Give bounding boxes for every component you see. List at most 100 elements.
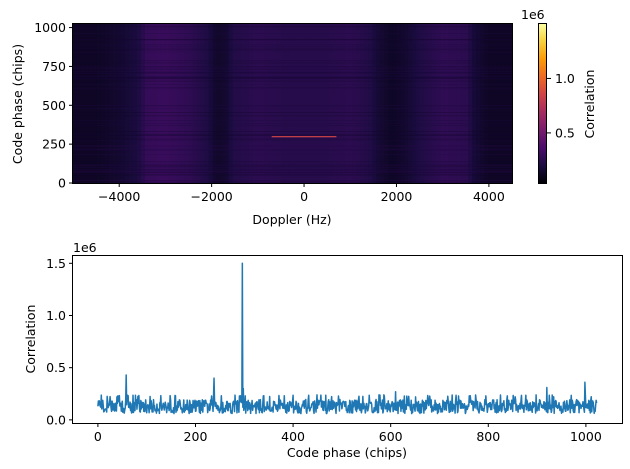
heatmap-cell: [108, 24, 114, 183]
heatmap-cell: [172, 24, 178, 183]
heatmap-noise-row: [73, 166, 512, 167]
heatmap-cell: [328, 24, 334, 183]
heatmap-cell: [308, 24, 314, 183]
heatmap-noise-row: [73, 60, 512, 62]
colorbar: 0.5 1.0 1e6 Correlation: [521, 7, 597, 184]
heatmap-cell: [504, 24, 509, 183]
heatmap-noise-row: [73, 174, 512, 176]
line-x-tick-label: 0: [94, 429, 102, 444]
heatmap-noise-row: [73, 180, 512, 182]
heatmap-cell: [256, 24, 262, 183]
heatmap-cell: [468, 24, 473, 183]
line-panel: 1e6 0 200 400 600 800 1000 0.0 0.5 1.0 1.5 Code …: [23, 240, 623, 460]
heatmap-noise-row: [73, 69, 512, 70]
heatmap-noise-row: [73, 172, 512, 173]
heatmap-cell: [148, 24, 154, 183]
heatmap-cell: [452, 24, 457, 183]
heatmap-cell: [340, 24, 345, 183]
heatmap-cell: [128, 24, 134, 183]
heatmap-cell: [164, 24, 170, 183]
heatmap-cell: [408, 24, 413, 183]
heatmap-cell: [456, 24, 461, 183]
line-y-label: Correlation: [23, 305, 38, 374]
heatmap-cell: [252, 24, 258, 183]
heatmap-cell: [400, 24, 405, 183]
heatmap-cell: [124, 24, 130, 183]
heatmap-cell: [100, 24, 106, 183]
heatmap-cell: [508, 24, 513, 183]
heatmap-cell: [224, 24, 230, 183]
heatmap-cell: [140, 24, 146, 183]
heatmap-noise-row: [73, 49, 512, 51]
heatmap-noise-row: [73, 105, 512, 107]
heatmap-cell: [360, 24, 365, 183]
heatmap-image: [73, 24, 513, 184]
heatmap-cell: [332, 24, 337, 183]
heatmap-noise-row: [73, 76, 512, 78]
heatmap-cell: [492, 24, 497, 183]
heatmap-cell: [384, 24, 389, 183]
heatmap-noise-row: [73, 80, 512, 82]
heatmap-x-tick-label: 4000: [473, 189, 505, 204]
line-x-label: Code phase (chips): [287, 445, 407, 460]
heatmap-noise-row: [73, 44, 512, 45]
heatmap-noise-row: [73, 45, 512, 47]
heatmap-cell: [216, 24, 222, 183]
heatmap-noise-row: [73, 149, 512, 151]
heatmap-cell: [352, 24, 357, 183]
heatmap-cell: [476, 24, 481, 183]
heatmap-noise-row: [73, 28, 512, 30]
heatmap-noise-row: [73, 77, 512, 79]
heatmap-cell: [156, 24, 162, 183]
heatmap-noise-row: [73, 72, 512, 73]
line-y-tick-label: 1.5: [46, 256, 66, 271]
heatmap-panel: −4000 −2000 0 2000 4000 0 250 500 750 1000 Doppl…: [10, 20, 513, 227]
heatmap-noise-row: [73, 75, 512, 77]
line-offset-text: 1e6: [73, 240, 97, 255]
heatmap-noise-row: [73, 39, 512, 41]
heatmap-cell: [104, 24, 110, 183]
colorbar-gradient: [538, 23, 547, 184]
colorbar-offset-text: 1e6: [521, 7, 545, 22]
heatmap-cell: [500, 24, 505, 183]
heatmap-y-tick-label: 1000: [34, 20, 66, 35]
heatmap-x-label: Doppler (Hz): [252, 212, 331, 227]
heatmap-cell: [152, 24, 158, 183]
line-x-tick-label: 1000: [570, 429, 602, 444]
heatmap-noise-row: [73, 112, 512, 113]
heatmap-cell: [304, 24, 310, 183]
heatmap-x-tick-label: −2000: [190, 189, 232, 204]
heatmap-cell: [344, 24, 349, 183]
heatmap-cell: [260, 24, 266, 183]
heatmap-x-tick-label: 0: [300, 189, 308, 204]
heatmap-noise-row: [73, 125, 512, 127]
heatmap-cell: [392, 24, 397, 183]
heatmap-cell: [188, 24, 194, 183]
heatmap-cell: [388, 24, 393, 183]
heatmap-cell: [380, 24, 385, 183]
heatmap-cell: [268, 24, 274, 183]
line-x-tick-label: 600: [379, 429, 403, 444]
heatmap-cell: [160, 24, 166, 183]
line-y-tick-label: 0.0: [46, 412, 66, 427]
heatmap-noise-row: [73, 171, 512, 173]
heatmap-cell: [460, 24, 465, 183]
heatmap-noise-row: [73, 123, 512, 125]
line-y-ticks: 0.0 0.5 1.0 1.5: [46, 256, 73, 427]
colorbar-tick-label: 0.5: [555, 125, 575, 140]
heatmap-noise-row: [73, 173, 512, 175]
heatmap-noise-row: [73, 145, 512, 147]
heatmap-noise-row: [73, 170, 512, 172]
heatmap-noise-row: [73, 149, 512, 151]
heatmap-cell: [312, 24, 318, 183]
heatmap-cell: [204, 24, 210, 183]
heatmap-noise-row: [73, 78, 512, 80]
line-x-tick-label: 200: [184, 429, 208, 444]
heatmap-cell: [324, 24, 330, 183]
heatmap-cell: [73, 24, 78, 183]
heatmap-noise-row: [73, 148, 512, 150]
heatmap-cell: [120, 24, 126, 183]
heatmap-noise-row: [73, 62, 512, 64]
heatmap-noise-row: [73, 182, 512, 184]
heatmap-noise-row: [73, 33, 512, 34]
